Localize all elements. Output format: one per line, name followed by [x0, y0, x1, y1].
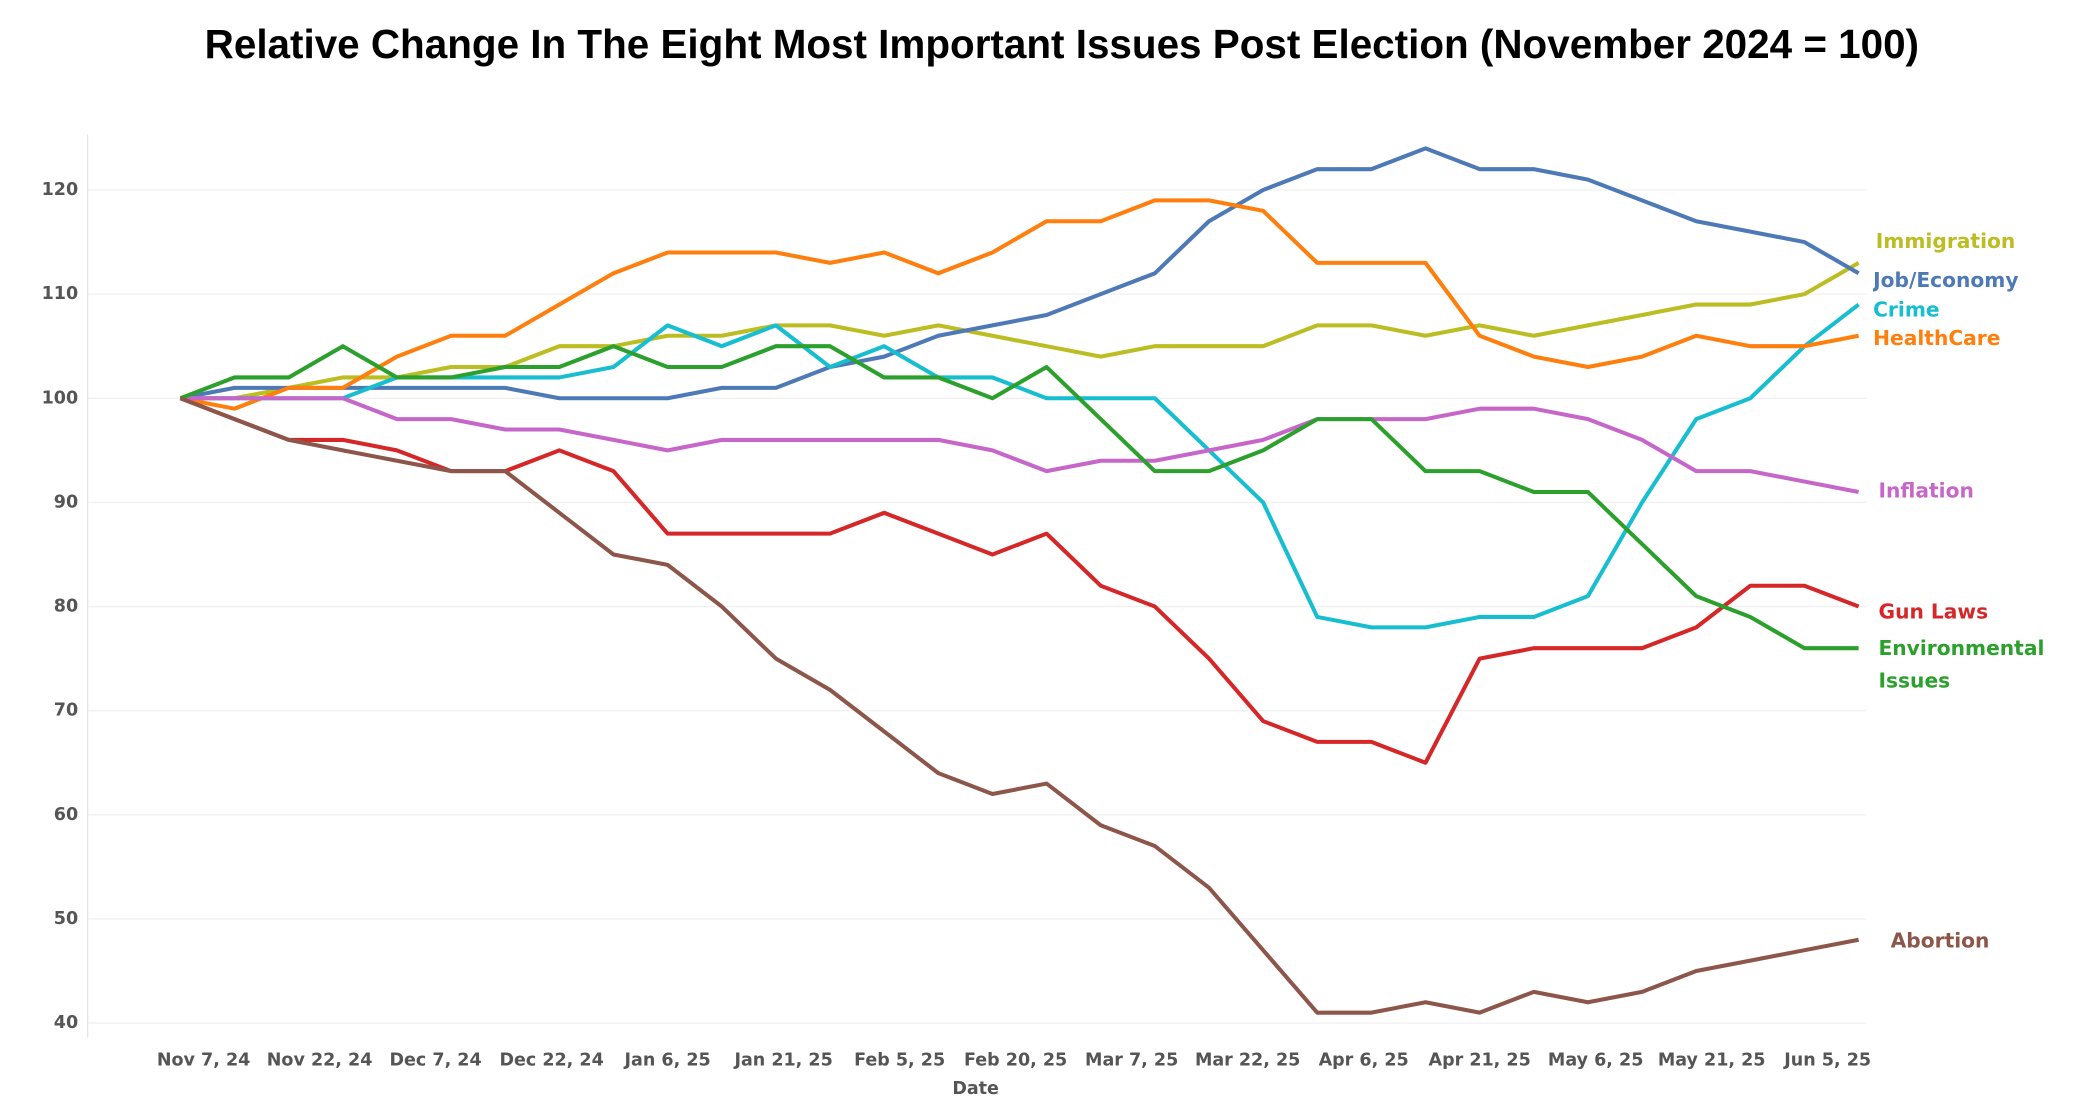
y-tick-label: 110	[42, 284, 79, 304]
legend-label-box: Environmental Issues	[1878, 636, 2045, 693]
x-tick-label: Mar 22, 25	[1195, 1051, 1300, 1071]
y-tick-label: 80	[54, 597, 78, 617]
legend-label: Immigration	[1875, 229, 2016, 254]
legend-label-box: Crime	[1873, 297, 1940, 323]
x-tick-label: Apr 6, 25	[1319, 1051, 1409, 1071]
series-line	[179, 396, 1860, 765]
legend-label-box: Job/Economy	[1873, 268, 2019, 293]
chart-title: Relative Change In The Eight Most Import…	[205, 21, 1919, 67]
legend-label: Crime	[1873, 297, 1940, 323]
y-tick-label: 90	[54, 492, 78, 512]
legend-label-box: HealthCare	[1873, 326, 2001, 351]
y-tick-label: 60	[54, 805, 78, 825]
legend-label: Environmental Issues	[1878, 636, 2045, 693]
y-tick-label: 120	[42, 180, 79, 200]
y-tick-label: 100	[42, 388, 79, 408]
x-tick-label: Feb 5, 25	[854, 1051, 945, 1071]
x-tick-label: Dec 22, 24	[499, 1051, 603, 1071]
x-tick-label: Feb 20, 25	[964, 1051, 1067, 1071]
series-line	[180, 396, 1859, 494]
legend-label-box: Immigration	[1875, 229, 2016, 254]
legend-label: Inflation	[1878, 478, 1974, 503]
series-line	[180, 198, 1859, 411]
x-tick-label: Mar 7, 25	[1085, 1051, 1178, 1071]
legend-label: Gun Laws	[1878, 599, 1989, 624]
legend-label-box: Gun Laws	[1878, 599, 1989, 624]
x-tick-label: May 6, 25	[1548, 1051, 1643, 1071]
series-line	[180, 146, 1860, 401]
legend-label-box: Inflation	[1878, 478, 1974, 503]
legend-label: Job/Economy	[1873, 268, 2019, 293]
series-line	[180, 261, 1860, 401]
x-tick-label: Jun 5, 25	[1783, 1051, 1871, 1071]
legend-label-box: Abortion	[1890, 928, 1990, 953]
legend-label: Abortion	[1890, 928, 1990, 953]
x-tick-label: Jan 21, 25	[733, 1051, 832, 1071]
legend-label: HealthCare	[1873, 326, 2001, 351]
x-tick-label: Jan 6, 25	[624, 1051, 711, 1071]
x-axis-label: Date	[952, 1079, 999, 1097]
x-tick-label: Apr 21, 25	[1429, 1051, 1531, 1071]
y-tick-label: 40	[54, 1013, 78, 1033]
x-tick-label: Nov 7, 24	[157, 1051, 250, 1071]
x-tick-label: May 21, 25	[1658, 1051, 1766, 1071]
y-tick-label: 50	[54, 909, 78, 929]
x-tick-label: Dec 7, 24	[390, 1051, 482, 1071]
series-line	[179, 344, 1859, 651]
y-tick-label: 70	[54, 701, 78, 721]
series-line	[179, 396, 1859, 1015]
x-tick-label: Nov 22, 24	[267, 1051, 373, 1071]
